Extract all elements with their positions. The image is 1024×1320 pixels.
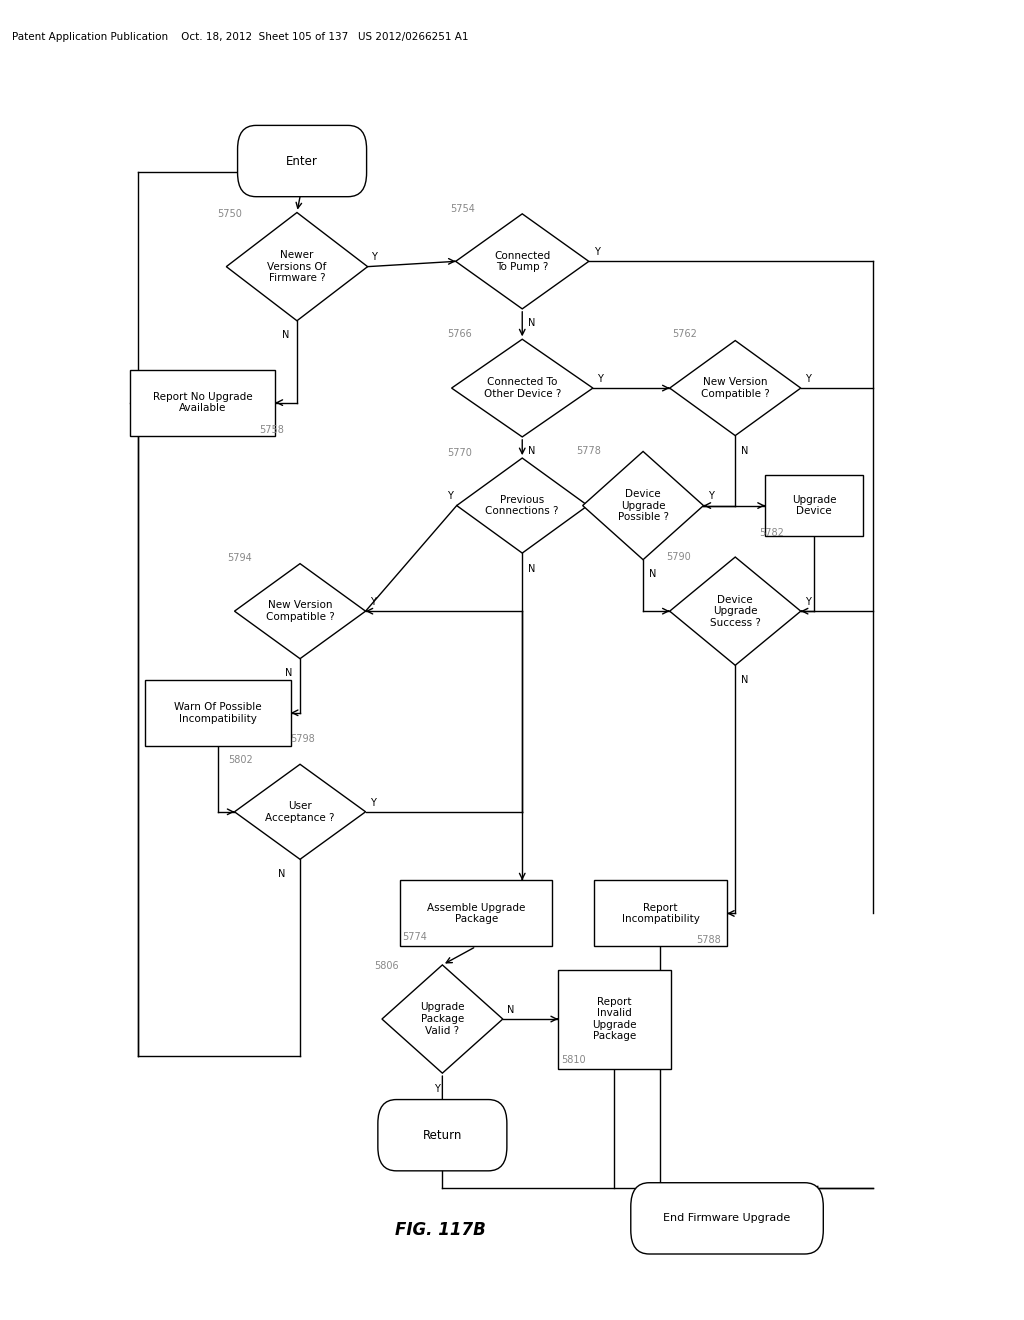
Polygon shape [457, 458, 588, 553]
Text: N: N [528, 446, 536, 457]
Text: N: N [507, 1005, 514, 1015]
Text: 5766: 5766 [447, 329, 472, 339]
Text: 5750: 5750 [217, 209, 242, 219]
Text: Return: Return [423, 1129, 462, 1142]
Text: Device
Upgrade
Possible ?: Device Upgrade Possible ? [617, 488, 669, 523]
FancyBboxPatch shape [238, 125, 367, 197]
Text: 5758: 5758 [259, 425, 284, 436]
Bar [130, 370, 275, 436]
Polygon shape [234, 564, 366, 659]
Text: Device
Upgrade
Success ?: Device Upgrade Success ? [710, 594, 761, 628]
Text: New Version
Compatible ?: New Version Compatible ? [265, 601, 335, 622]
Text: 5754: 5754 [451, 203, 475, 214]
Bar [145, 680, 291, 746]
Bar [558, 969, 671, 1069]
Text: Report
Incompatibility: Report Incompatibility [622, 903, 699, 924]
Text: Y: Y [370, 597, 376, 607]
Polygon shape [452, 339, 593, 437]
Text: Enter: Enter [286, 154, 318, 168]
Text: Warn Of Possible
Incompatibility: Warn Of Possible Incompatibility [174, 702, 262, 723]
Text: 5798: 5798 [290, 734, 314, 744]
Text: Report No Upgrade
Available: Report No Upgrade Available [153, 392, 253, 413]
Text: 5802: 5802 [228, 755, 253, 766]
Text: Patent Application Publication    Oct. 18, 2012  Sheet 105 of 137   US 2012/0266: Patent Application Publication Oct. 18, … [12, 32, 469, 42]
Polygon shape [226, 213, 368, 321]
FancyBboxPatch shape [631, 1183, 823, 1254]
Polygon shape [456, 214, 589, 309]
Text: New Version
Compatible ?: New Version Compatible ? [700, 378, 770, 399]
Text: End Firmware Upgrade: End Firmware Upgrade [664, 1213, 791, 1224]
Text: 5770: 5770 [447, 447, 472, 458]
Text: Assemble Upgrade
Package: Assemble Upgrade Package [427, 903, 525, 924]
Text: 5774: 5774 [402, 932, 427, 942]
Text: 5794: 5794 [227, 553, 252, 564]
FancyBboxPatch shape [378, 1100, 507, 1171]
Text: N: N [285, 668, 292, 678]
Text: 5782: 5782 [759, 528, 783, 539]
Text: N: N [528, 564, 536, 574]
Text: N: N [741, 446, 749, 457]
Bar [400, 880, 552, 946]
Text: Y: Y [805, 374, 811, 384]
Text: 5806: 5806 [374, 961, 398, 972]
Text: Y: Y [708, 491, 714, 502]
Text: N: N [649, 569, 656, 579]
Text: Y: Y [370, 797, 376, 808]
Text: 5788: 5788 [696, 935, 721, 945]
Text: Y: Y [597, 374, 603, 384]
Text: Connected To
Other Device ?: Connected To Other Device ? [483, 378, 561, 399]
Text: User
Acceptance ?: User Acceptance ? [265, 801, 335, 822]
Polygon shape [670, 341, 801, 436]
Bar [765, 475, 863, 536]
Text: Y: Y [594, 247, 600, 257]
Polygon shape [583, 451, 703, 560]
Polygon shape [382, 965, 503, 1073]
Text: Report
Invalid
Upgrade
Package: Report Invalid Upgrade Package [592, 997, 637, 1041]
Text: Upgrade
Device: Upgrade Device [792, 495, 837, 516]
Text: Y: Y [805, 597, 811, 607]
Polygon shape [234, 764, 366, 859]
Text: Newer
Versions Of
Firmware ?: Newer Versions Of Firmware ? [267, 249, 327, 284]
Text: 5790: 5790 [667, 552, 691, 562]
Text: N: N [278, 869, 285, 879]
Text: 5778: 5778 [577, 446, 601, 457]
Text: 5762: 5762 [672, 329, 696, 339]
Text: Y: Y [434, 1084, 440, 1094]
Text: Y: Y [371, 252, 377, 263]
Text: N: N [741, 675, 749, 685]
Text: FIG. 117B: FIG. 117B [395, 1221, 485, 1239]
Text: Previous
Connections ?: Previous Connections ? [485, 495, 559, 516]
Text: 5810: 5810 [561, 1055, 586, 1065]
Polygon shape [670, 557, 801, 665]
Text: Upgrade
Package
Valid ?: Upgrade Package Valid ? [420, 1002, 465, 1036]
Text: N: N [282, 330, 289, 341]
Text: Connected
To Pump ?: Connected To Pump ? [495, 251, 550, 272]
Text: Y: Y [447, 491, 454, 502]
Text: N: N [528, 318, 536, 329]
Bar [594, 880, 727, 946]
